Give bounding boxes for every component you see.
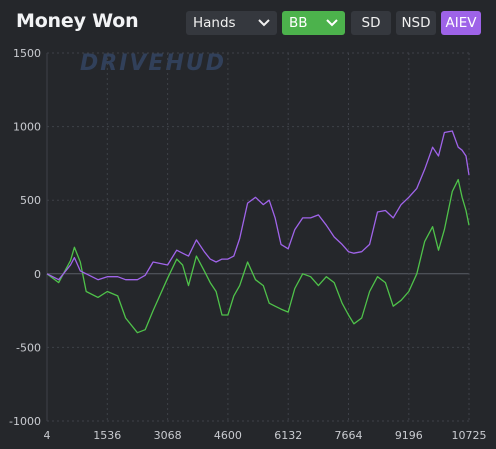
unit-select[interactable]: BB <box>282 11 345 35</box>
watermark-logo: DRIVEHUD <box>80 51 226 76</box>
x-axis-select[interactable]: Hands <box>186 11 277 35</box>
y-tick-label: 1500 <box>13 47 41 60</box>
chevron-down-icon <box>258 11 270 35</box>
y-tick-label: -1000 <box>9 415 41 428</box>
nsd-button[interactable]: NSD <box>396 11 436 35</box>
x-tick-label: 9196 <box>395 429 423 442</box>
x-tick-label: 3068 <box>154 429 182 442</box>
unit-select-label: BB <box>289 15 308 31</box>
x-tick-label: 4600 <box>214 429 242 442</box>
x-tick-label: 6132 <box>274 429 302 442</box>
y-tick-label: 500 <box>20 194 41 207</box>
y-tick-label: -500 <box>16 341 41 354</box>
chevron-down-icon <box>326 11 338 35</box>
series-purple-line <box>46 130 470 281</box>
sd-button[interactable]: SD <box>351 11 391 35</box>
x-tick-label: 4 <box>44 429 51 442</box>
x-tick-label: 7664 <box>335 429 363 442</box>
y-tick-label: 1000 <box>13 121 41 134</box>
x-tick-label: 10725 <box>452 429 487 442</box>
chart-toolbar: Hands BB SD NSD AIEV <box>186 11 486 35</box>
x-axis-select-label: Hands <box>193 15 236 31</box>
series-green-line <box>46 178 470 334</box>
chart-title: Money Won <box>16 10 139 32</box>
y-tick-label: 0 <box>34 268 41 281</box>
aiev-button[interactable]: AIEV <box>441 11 481 35</box>
x-tick-label: 1536 <box>93 429 121 442</box>
